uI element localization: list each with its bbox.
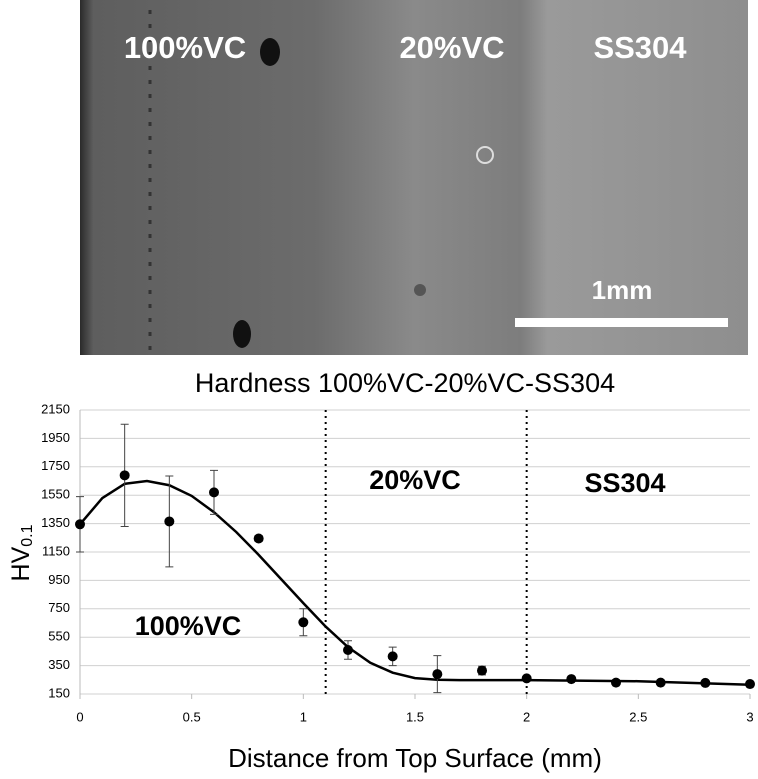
scale-bar-label: 1mm [592,275,653,305]
y-tick-label: 150 [48,685,70,700]
data-point [209,487,219,498]
pore [476,146,494,164]
y-tick-label: 1950 [41,430,70,445]
fit-curve [79,479,751,687]
y-tick-label: 1750 [41,458,70,473]
data-point [164,516,175,527]
data-point [611,677,621,688]
x-axis-label: Distance from Top Surface (mm) [228,743,602,773]
y-tick-label: 950 [48,572,70,587]
x-tick-label: 0.5 [183,709,201,724]
y-axis-label: HV0.1 [7,524,37,581]
y-tick-label: 2150 [41,401,70,416]
annotation: 100%VC [135,611,242,641]
data-point [655,677,666,688]
data-point [566,674,577,685]
x-tick-label: 1 [300,709,307,724]
y-tick-label: 1550 [41,487,70,502]
data-point [700,677,711,688]
y-tick-label: 750 [48,600,70,615]
image-label: SS304 [593,30,687,65]
data-point [745,679,755,690]
pore [260,38,280,66]
x-tick-label: 3 [746,709,753,724]
scale-bar [515,318,728,327]
data-point [387,651,398,662]
micrograph-background [80,0,748,355]
annotation: 20%VC [369,465,461,495]
image-label: 100%VC [124,30,246,65]
annotation: SS304 [584,468,665,498]
x-tick-label: 0 [76,709,83,724]
y-tick-label: 1350 [41,515,70,530]
x-tick-label: 2.5 [629,709,647,724]
y-tick-label: 1150 [42,543,70,558]
data-point [75,519,85,530]
y-axis-label-sub: 0.1 [19,524,36,546]
chart-title: Hardness 100%VC-20%VC-SS304 [195,368,615,398]
data-point [521,673,532,684]
data-point [432,669,443,680]
x-tick-label: 1.5 [406,709,424,724]
y-axis-label-main: HV [7,546,35,581]
data-point [253,533,264,544]
y-tick-label: 550 [48,629,70,644]
data-point [477,665,487,676]
x-tick-label: 2 [523,709,530,724]
data-point [343,644,353,655]
data-point [119,470,130,481]
pore [233,320,251,348]
y-tick-label: 350 [48,657,70,672]
pore [414,284,426,296]
micrograph: 100%VC 20%VC SS304 1mm [80,0,748,355]
data-point [298,617,309,628]
image-label: 20%VC [399,30,504,65]
